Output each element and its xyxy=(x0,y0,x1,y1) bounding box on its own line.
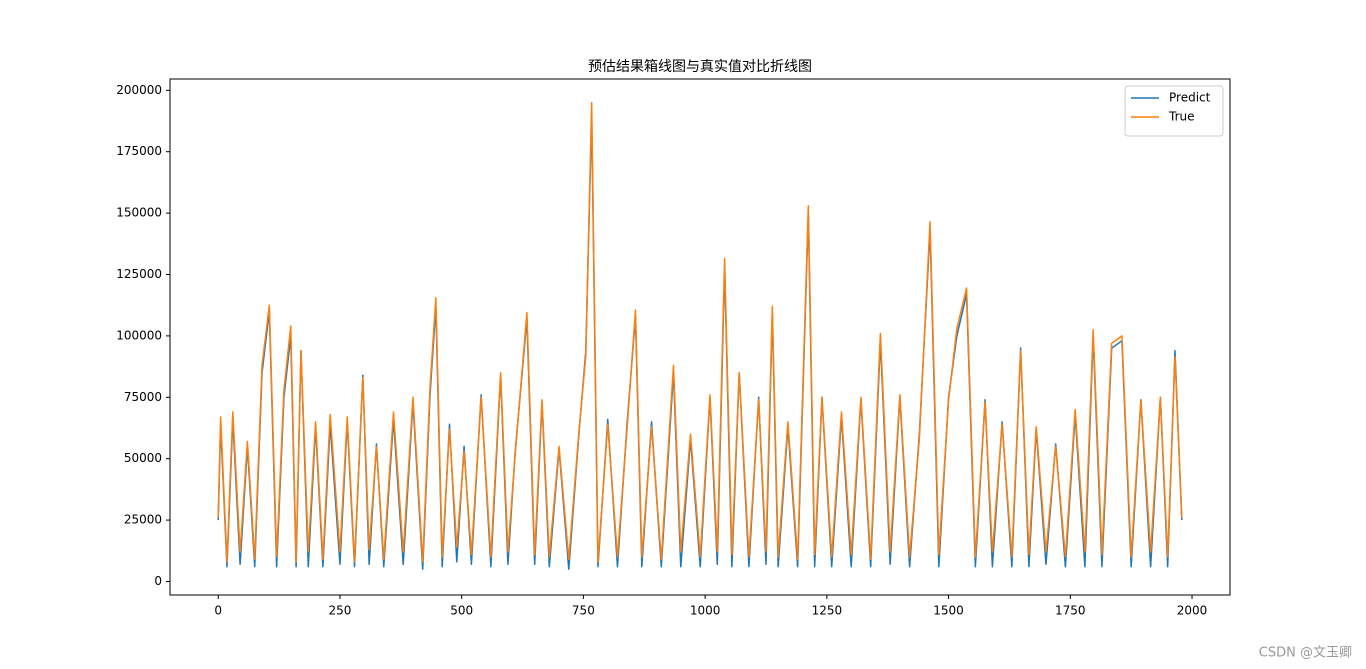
x-tick-label: 1250 xyxy=(812,604,843,618)
x-tick-label: 2000 xyxy=(1177,604,1208,618)
y-tick-label: 150000 xyxy=(116,206,162,220)
y-tick-label: 25000 xyxy=(124,513,162,527)
y-tick-label: 175000 xyxy=(116,144,162,158)
y-tick-label: 0 xyxy=(154,574,162,588)
x-tick-label: 1000 xyxy=(690,604,721,618)
y-tick-label: 200000 xyxy=(116,83,162,97)
x-tick-label: 500 xyxy=(450,604,473,618)
chart-title: 预估结果箱线图与真实值对比折线图 xyxy=(588,59,812,75)
x-tick-label: 1500 xyxy=(933,604,964,618)
x-tick-label: 250 xyxy=(328,604,351,618)
watermark: CSDN @文玉卿 xyxy=(1259,646,1352,661)
y-tick-label: 125000 xyxy=(116,267,162,281)
y-tick-label: 100000 xyxy=(116,328,162,342)
x-tick-label: 0 xyxy=(214,604,222,618)
series-line xyxy=(217,101,1183,563)
x-tick-label: 750 xyxy=(572,604,595,618)
y-tick-label: 50000 xyxy=(124,451,162,465)
y-tick-label: 75000 xyxy=(124,390,162,404)
legend-label: Predict xyxy=(1169,91,1211,105)
plot-frame xyxy=(169,78,1231,596)
x-tick-label: 1750 xyxy=(1055,604,1086,618)
legend-label: True xyxy=(1168,110,1195,124)
